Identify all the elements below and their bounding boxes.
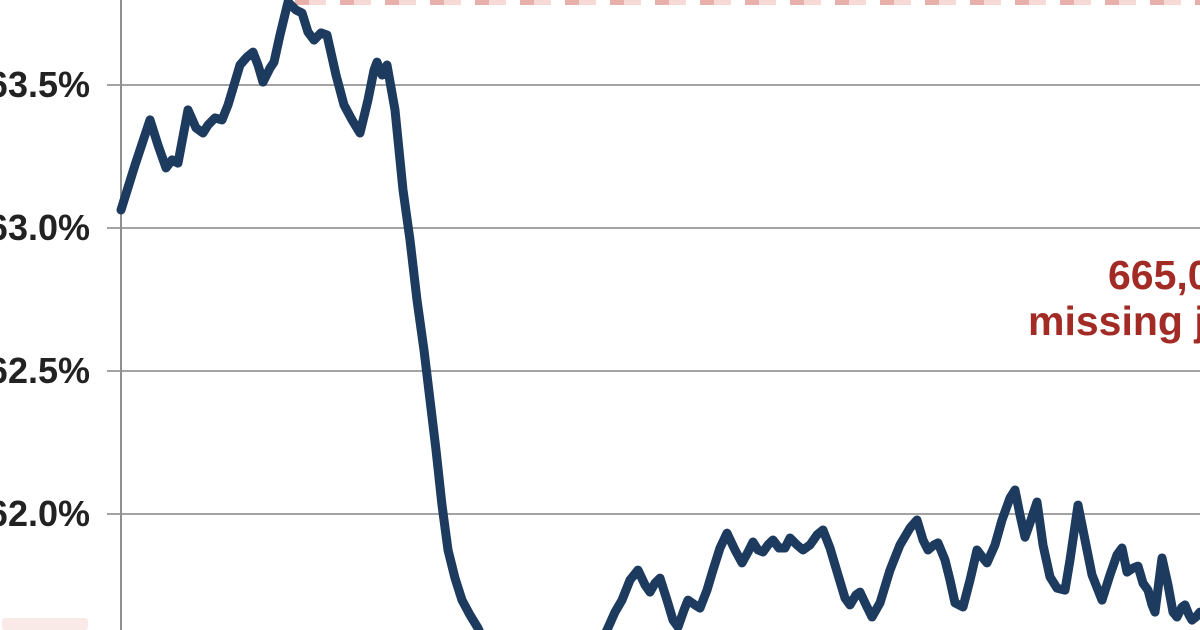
y-axis-tick-label: 63.5%: [0, 64, 90, 105]
clipped-red-text-remnant: [295, 0, 1200, 5]
annotation-line-2: missing jobs: [1028, 298, 1200, 344]
y-axis-tick-label: 62.5%: [0, 350, 90, 391]
annotation-line-1: 665,000: [1108, 252, 1200, 298]
data-line: [116, 0, 1200, 630]
clipped-text-smudge: [2, 618, 88, 630]
y-axis-tick-label: 63.0%: [0, 207, 90, 248]
y-axis-tick-label: 62.0%: [0, 493, 90, 534]
